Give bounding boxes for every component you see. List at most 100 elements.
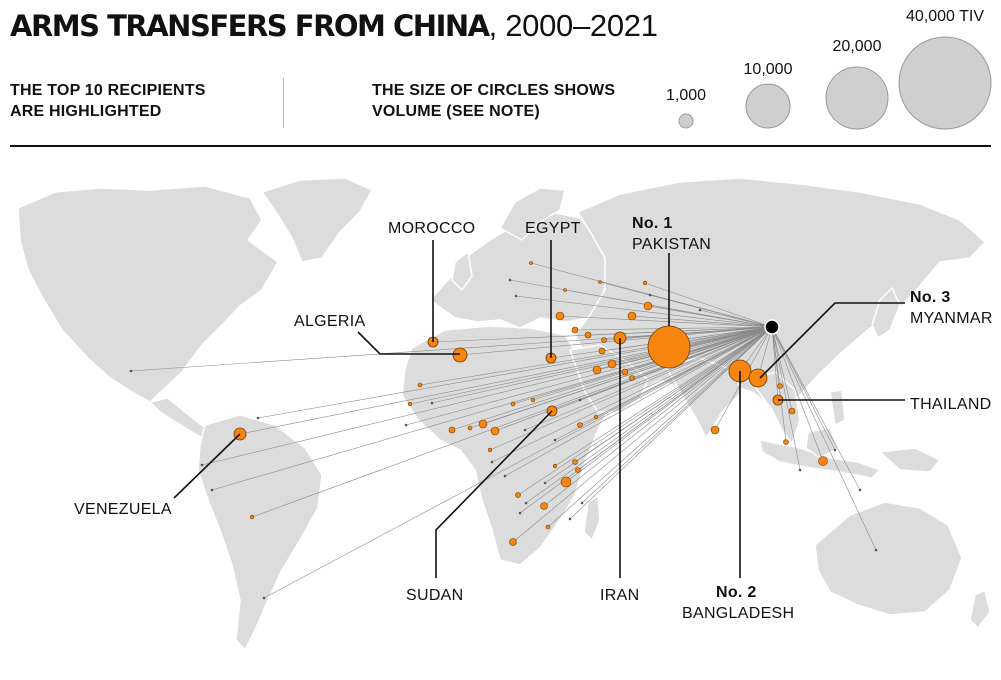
minor-recipient-dot bbox=[710, 425, 720, 435]
minor-recipient-dot bbox=[514, 294, 518, 298]
legend-circle-10000 bbox=[745, 83, 791, 129]
top-recipients bbox=[233, 325, 784, 441]
minor-recipient-dot bbox=[417, 382, 423, 388]
transfer-line bbox=[554, 326, 773, 467]
recipient-dot-algeria bbox=[452, 347, 468, 363]
label-pakistan: No. 1 PAKISTAN bbox=[632, 215, 712, 253]
south-america-shape bbox=[197, 414, 323, 651]
transfer-line bbox=[771, 326, 793, 412]
transfer-line bbox=[451, 326, 773, 431]
leader-algeria bbox=[357, 331, 460, 355]
minor-recipient-dot bbox=[627, 311, 637, 321]
transfer-line bbox=[771, 326, 861, 491]
label-bangladesh: No. 2 BANGLADESH bbox=[682, 584, 795, 622]
minor-recipient-dot bbox=[210, 488, 214, 492]
transfer-line bbox=[569, 326, 773, 520]
leader-venezuela bbox=[173, 433, 241, 499]
minor-recipient-dot bbox=[129, 369, 133, 373]
minor-recipient-dot bbox=[580, 501, 584, 505]
legend-circle-1000 bbox=[678, 113, 694, 129]
minor-recipient-dot bbox=[518, 511, 522, 515]
legend-circle-40000 bbox=[898, 36, 992, 130]
minor-recipient-dot bbox=[598, 280, 602, 284]
minor-recipient-dot bbox=[467, 425, 473, 431]
transfer-line bbox=[517, 326, 773, 496]
minor-recipient-dot bbox=[698, 308, 702, 312]
minor-recipient-dot bbox=[555, 311, 565, 321]
minor-recipient-dot bbox=[490, 460, 494, 464]
minor-recipient-dot bbox=[510, 401, 516, 407]
title-years: , 2000–2021 bbox=[488, 8, 658, 43]
transfer-line bbox=[771, 326, 824, 462]
label-morocco: MOROCCO bbox=[388, 220, 476, 237]
transfer-line bbox=[649, 294, 773, 328]
title-main: ARMS TRANSFERS FROM CHINA bbox=[10, 9, 490, 43]
minor-recipient-dot bbox=[577, 422, 583, 428]
label-myanmar: No. 3 MYANMAR bbox=[910, 289, 993, 327]
transfer-line bbox=[491, 326, 773, 463]
minor-recipient-dot bbox=[783, 439, 789, 445]
minor-recipient-dot bbox=[515, 492, 521, 498]
minor-recipient-dot bbox=[777, 383, 783, 389]
minor-recipient-dot bbox=[568, 517, 572, 521]
label-sudan: SUDAN bbox=[406, 587, 464, 604]
subtitle-divider bbox=[283, 78, 284, 128]
uk-shape bbox=[451, 251, 473, 291]
transfer-line bbox=[644, 282, 773, 328]
minor-recipient-dot bbox=[592, 365, 602, 375]
leader-myanmar bbox=[759, 302, 905, 379]
legend-label-10000: 10,000 bbox=[743, 61, 793, 78]
transfer-line bbox=[771, 326, 877, 551]
minor-recipient-dot bbox=[818, 456, 828, 466]
india-shape bbox=[664, 357, 743, 439]
minor-recipient-dot bbox=[593, 414, 599, 420]
minor-recipient-dot bbox=[540, 502, 548, 510]
label-algeria: ALGERIA bbox=[294, 313, 366, 330]
transfer-line bbox=[263, 326, 773, 599]
transfer-line bbox=[565, 326, 773, 483]
minor-recipient-dot bbox=[478, 419, 488, 429]
minor-recipient-dot bbox=[529, 261, 533, 265]
minor-recipient-dot bbox=[642, 280, 648, 286]
recipient-dot-pakistan bbox=[647, 325, 691, 369]
minor-recipient-dot bbox=[509, 538, 517, 546]
transfer-line bbox=[512, 326, 773, 543]
minor-recipient-dot bbox=[584, 331, 592, 339]
minor-recipient-dot bbox=[563, 288, 567, 292]
label-thailand: THAILAND bbox=[910, 396, 992, 413]
transfer-lines bbox=[130, 262, 877, 599]
minor-recipients bbox=[129, 261, 878, 600]
label-venezuela: VENEZUELA bbox=[74, 501, 172, 518]
minor-recipient-dot bbox=[643, 301, 653, 311]
borneo-shape bbox=[805, 427, 839, 459]
minor-recipient-dot bbox=[503, 474, 507, 478]
transfer-line bbox=[469, 326, 773, 429]
minor-recipient-dot bbox=[490, 426, 500, 436]
minor-recipient-dot bbox=[249, 514, 255, 520]
transfer-line bbox=[544, 326, 773, 484]
transfer-line bbox=[771, 326, 801, 471]
transfer-line bbox=[504, 326, 773, 477]
transfer-line bbox=[431, 326, 773, 404]
minor-recipient-dot bbox=[572, 459, 578, 465]
land bbox=[17, 177, 991, 651]
transfer-line bbox=[532, 326, 773, 401]
minor-recipient-dot bbox=[523, 428, 527, 432]
minor-recipient-dot bbox=[545, 524, 551, 530]
recipient-dot-myanmar bbox=[748, 368, 768, 388]
minor-recipient-dot bbox=[200, 463, 204, 467]
minor-recipient-dot bbox=[256, 416, 260, 420]
minor-recipient-dot bbox=[833, 448, 837, 452]
new-guinea-shape bbox=[879, 447, 941, 473]
transfer-line bbox=[559, 315, 773, 328]
minor-recipient-dot bbox=[543, 481, 547, 485]
size-legend bbox=[678, 36, 992, 130]
leader-lines bbox=[173, 240, 905, 578]
minor-recipient-dot bbox=[407, 401, 413, 407]
transfer-line bbox=[419, 326, 773, 386]
minor-recipient-dot bbox=[552, 463, 558, 469]
transfer-line bbox=[405, 326, 773, 426]
minor-recipient-dot bbox=[487, 447, 493, 453]
minor-recipient-dot bbox=[575, 467, 581, 473]
